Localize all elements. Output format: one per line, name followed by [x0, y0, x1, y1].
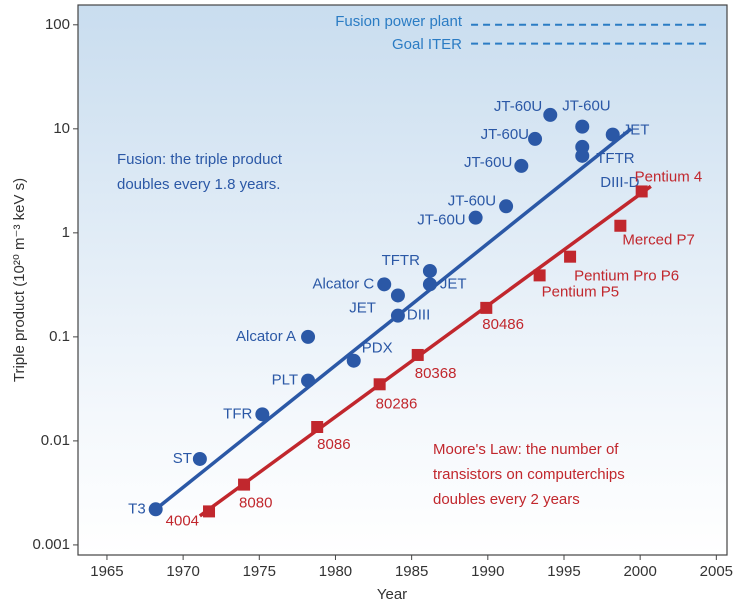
point-label: TFTR [596, 150, 634, 167]
point-label: DIII [407, 307, 430, 324]
trend-line [198, 184, 652, 518]
point-label: Pentium Pro P6 [574, 268, 679, 285]
point [564, 250, 577, 263]
point-label: JT-60U [494, 98, 542, 115]
point-label: 8086 [317, 436, 350, 453]
x-tick-label: 2000 [623, 563, 656, 580]
point-label: PDX [362, 340, 393, 357]
point [390, 308, 405, 323]
x-tick-label: 2005 [700, 563, 733, 580]
point-label: T3 [128, 500, 146, 517]
point [468, 210, 483, 225]
point [533, 269, 546, 282]
x-tick-label: 1965 [90, 563, 123, 580]
point-label: 80368 [415, 365, 457, 382]
y-tick-label: 10 [53, 120, 70, 137]
point [575, 119, 590, 134]
point-label: JT-60U [448, 192, 496, 209]
point-label: JT-60U [464, 154, 512, 171]
point [422, 277, 437, 292]
point-label: TFTR [382, 252, 420, 269]
point [192, 451, 207, 466]
point-label: Pentium 4 [635, 168, 703, 185]
point-label: 4004 [166, 512, 199, 529]
x-tick-label: 1995 [547, 563, 580, 580]
reference-label: Fusion power plant [335, 13, 463, 30]
point-label: 8080 [239, 495, 272, 512]
point-label: Alcator A [236, 328, 296, 345]
point [390, 288, 405, 303]
x-tick-label: 1970 [166, 563, 199, 580]
point-label: JT-60U [562, 98, 610, 115]
y-tick-label: 100 [45, 16, 70, 33]
point [148, 502, 163, 517]
point-label: TFR [223, 405, 252, 422]
y-tick-label: 0.001 [32, 536, 70, 553]
plot-area [77, 4, 728, 556]
point [422, 263, 437, 278]
annotation: Moore's Law: the number of [433, 441, 619, 458]
point [311, 421, 324, 434]
point [238, 478, 251, 491]
y-tick-label: 0.1 [49, 328, 70, 345]
point-label: ST [173, 450, 192, 467]
annotation: transistors on computerchips [433, 466, 625, 483]
point [614, 219, 627, 232]
point [543, 107, 558, 122]
y-axis-title: Triple product (10²⁰ m⁻³ keV s) [11, 178, 28, 382]
reference-label: Goal ITER [392, 36, 462, 53]
point-label: JET [623, 122, 650, 139]
point [605, 127, 620, 142]
y-tick-label: 0.01 [41, 432, 70, 449]
point-label: Alcator C [313, 275, 375, 292]
annotation: Fusion: the triple product [117, 151, 283, 168]
point [373, 378, 386, 391]
point-label: JT-60U [481, 126, 529, 143]
point-label: Pentium P5 [542, 283, 620, 300]
point [575, 148, 590, 163]
annotation: doubles every 1.8 years. [117, 176, 280, 193]
point-label: PLT [272, 372, 298, 389]
point-label: 80486 [482, 316, 524, 333]
point-label: JT-60U [417, 212, 465, 229]
point-label: 80286 [376, 395, 418, 412]
x-tick-label: 1980 [319, 563, 352, 580]
point-label: DIII-D [600, 174, 639, 191]
point [411, 348, 424, 361]
x-tick-label: 1985 [395, 563, 428, 580]
point [635, 185, 648, 198]
point-label: Merced P7 [622, 232, 695, 249]
point [528, 131, 543, 146]
point [301, 373, 316, 388]
point [301, 329, 316, 344]
point [203, 505, 216, 518]
point-label: JET [349, 299, 376, 316]
point [480, 301, 493, 314]
point [514, 158, 529, 173]
y-tick-label: 1 [62, 224, 70, 241]
point-label: JET [440, 275, 467, 292]
point [255, 407, 270, 422]
point [499, 199, 514, 214]
x-tick-label: 1975 [243, 563, 276, 580]
point [377, 277, 392, 292]
x-axis-title: Year [377, 586, 407, 603]
point [346, 353, 361, 368]
x-tick-label: 1990 [471, 563, 504, 580]
annotation: doubles every 2 years [433, 491, 580, 508]
